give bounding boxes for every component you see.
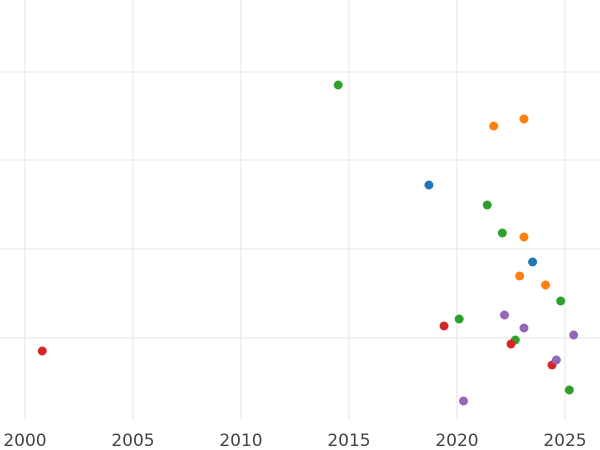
grid-layer [0,0,600,420]
x-tick-label: 2020 [435,431,478,450]
points-layer [37,80,579,406]
data-point [515,271,525,281]
data-point [424,180,434,190]
data-point [489,121,499,131]
data-point [439,321,449,331]
x-tick-label: 2005 [111,431,154,450]
data-point [458,396,468,406]
data-point [551,355,561,365]
data-point [482,200,492,210]
x-tick-labels: 2000 2005 2010 2015 2020 2025 [3,431,586,450]
data-point [333,80,343,90]
data-point [564,385,574,395]
data-point [506,339,516,349]
data-point [497,228,507,238]
data-point [556,296,566,306]
data-point [519,114,529,124]
data-point [519,323,529,333]
data-point [541,280,551,290]
x-tick-label: 2010 [219,431,262,450]
x-tick-label: 2000 [3,431,46,450]
x-tick-label: 2015 [327,431,370,450]
x-tick-label: 2025 [543,431,586,450]
data-point [500,310,510,320]
data-point [528,257,538,267]
data-point [37,346,47,356]
data-point [569,330,579,340]
data-point [454,314,464,324]
data-point [519,232,529,242]
